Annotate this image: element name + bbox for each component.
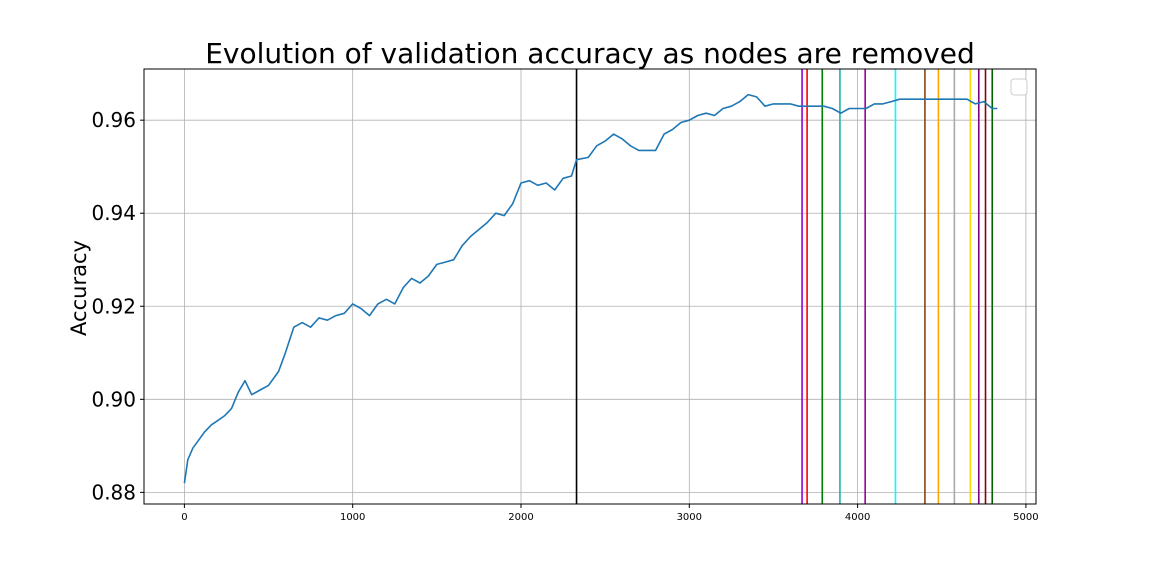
- x-tick-label-2: 2000: [508, 512, 533, 523]
- y-tick-label-2: 0.92: [91, 294, 136, 318]
- series-lines: [183, 93, 998, 484]
- y-tick-label-3: 0.94: [91, 201, 136, 225]
- chart-title: Evolution of validation accuracy as node…: [205, 37, 975, 70]
- x-tick-label-0: 0: [181, 512, 187, 523]
- y-axis-label: Accuracy: [67, 240, 91, 336]
- grid-lines: [144, 69, 1036, 504]
- x-tick-label-3: 3000: [677, 512, 702, 523]
- y-tick-label-0: 0.88: [91, 480, 136, 504]
- axis-ticks: 0 1000 2000 3000 4000 5000 0.88 0.90 0.92 0.94 0.9…: [91, 108, 1038, 523]
- x-tick-label-4: 4000: [845, 512, 870, 523]
- y-tick-label-1: 0.90: [91, 387, 136, 411]
- axes-frame: [143, 68, 1037, 505]
- vertical-lines: [575, 69, 994, 504]
- x-tick-label-5: 5000: [1013, 512, 1038, 523]
- axes-border: [143, 68, 1037, 505]
- y-tick-label-4: 0.96: [91, 108, 136, 132]
- series-line-0: [183, 93, 998, 484]
- legend-box: [1010, 78, 1028, 96]
- x-tick-label-1: 1000: [340, 512, 365, 523]
